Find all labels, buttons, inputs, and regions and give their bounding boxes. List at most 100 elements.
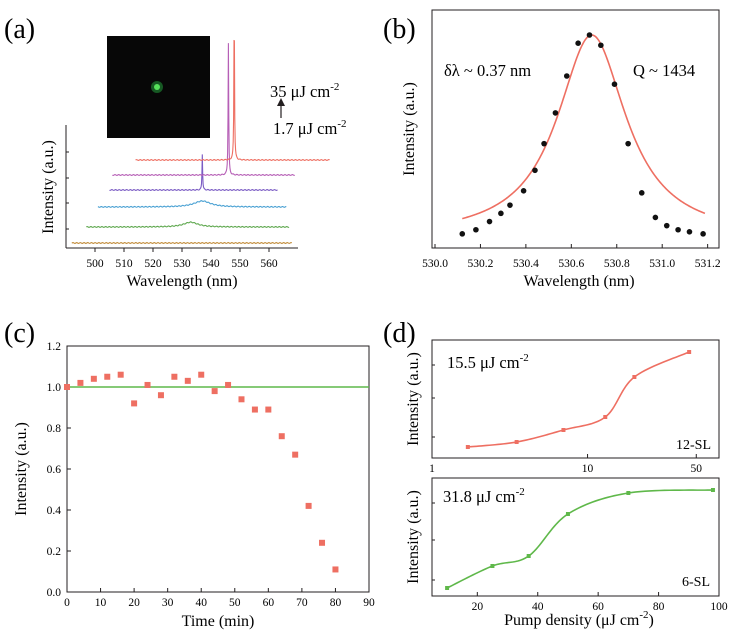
spectrum-line-6 <box>135 39 330 161</box>
data-point <box>305 502 312 509</box>
panel-a-ylabel: Intensity (a.u.) <box>40 140 57 234</box>
data-point <box>598 42 604 49</box>
lorentzian-fit-curve <box>462 34 706 220</box>
spectrum-line-5 <box>112 43 295 176</box>
panel-c: (c) 0 10 20 30 40 50 60 70 80 90 0.0 0.2 0.4 0.6 0.8 1… <box>4 318 375 630</box>
y-tick-label: 1.2 <box>47 341 62 353</box>
data-point <box>278 433 285 440</box>
data-point <box>292 451 299 458</box>
bottom-fit-curve <box>446 489 713 589</box>
panel-a-xlabel: Wavelength (nm) <box>126 273 237 290</box>
data-point <box>563 73 570 79</box>
top-threshold-label: 15.5 μJ cm-2 <box>447 352 529 372</box>
linewidth-label: δλ ~ 0.37 nm <box>444 61 531 80</box>
panel-d-bottom-frame <box>431 477 720 597</box>
data-point <box>445 586 450 590</box>
x-tick-label: 530.8 <box>604 258 630 270</box>
panel-a-series <box>71 39 330 244</box>
data-point <box>144 381 151 388</box>
panel-c-y-ticks: 0.0 0.2 0.4 0.6 0.8 1.0 1.2 <box>47 341 71 599</box>
x-tick-label: 40 <box>195 597 207 609</box>
data-point <box>575 40 581 46</box>
x-tick-label: 70 <box>296 597 308 609</box>
x-tick-label: 520 <box>144 258 162 270</box>
x-tick-label: 540 <box>202 258 220 270</box>
x-tick-label: 0 <box>64 597 70 609</box>
data-point <box>710 488 715 492</box>
y-tick-label: 0.4 <box>47 505 62 517</box>
x-tick-label: 560 <box>260 258 278 270</box>
data-point <box>225 381 232 388</box>
data-point <box>473 226 479 233</box>
data-point <box>625 140 631 147</box>
panel-c-points <box>64 371 339 573</box>
panel-c-label: (c) <box>4 318 35 349</box>
x-tick-label: 60 <box>592 601 604 613</box>
data-point <box>490 564 495 568</box>
panel-d-bottom-y-ticks <box>432 502 435 581</box>
panel-b-frame <box>431 9 720 249</box>
x-tick-label: 80 <box>330 597 342 609</box>
pump-max-label: 35 μJ cm-2 <box>270 81 339 101</box>
panel-b-x-ticks: 530.0 530.2 530.4 530.6 530.8 531.0 531.2 <box>422 244 721 270</box>
panel-d-bottom-x-ticks: 20 40 60 80 100 <box>472 592 728 613</box>
data-point <box>465 445 470 449</box>
x-tick-label: 100 <box>710 601 728 613</box>
x-tick-label: 90 <box>363 597 375 609</box>
y-tick-label: 0.0 <box>47 587 62 599</box>
x-tick-label: 20 <box>472 601 484 613</box>
bottom-threshold-label: 31.8 μJ cm-2 <box>443 486 525 506</box>
data-point <box>663 222 670 229</box>
data-point <box>211 388 218 395</box>
y-tick-label: 1.0 <box>47 382 62 394</box>
x-tick-label: 531.0 <box>649 258 675 270</box>
spectrum-line-4 <box>109 154 278 191</box>
data-point <box>184 377 191 384</box>
top-sample-label: 12-SL <box>676 438 711 453</box>
panel-b-xlabel: Wavelength (nm) <box>523 273 634 290</box>
q-factor-label: Q ~ 1434 <box>633 61 695 80</box>
data-point <box>251 406 258 413</box>
panel-a-x-ticks: 500 510 520 530 540 550 560 <box>86 248 278 270</box>
data-point <box>514 440 519 444</box>
data-point <box>532 167 538 174</box>
data-point <box>77 379 84 386</box>
panel-d-top-x-ticks: 1 10 50 <box>429 454 702 475</box>
data-point <box>687 350 692 354</box>
panel-c-frame <box>66 345 370 593</box>
y-tick-label: 0.6 <box>47 464 62 476</box>
panel-d-xlabel: Pump density (μJ cm-2) <box>504 609 654 629</box>
data-point <box>198 371 205 378</box>
y-tick-label: 0.2 <box>47 546 62 558</box>
data-point <box>90 375 97 382</box>
panel-d-label: (d) <box>383 318 416 349</box>
data-point <box>675 226 681 233</box>
x-tick-label: 530.2 <box>468 258 494 270</box>
data-point <box>565 512 570 516</box>
x-tick-label: 60 <box>263 597 275 609</box>
data-point <box>632 375 637 379</box>
data-point <box>700 231 706 237</box>
data-point <box>552 110 559 116</box>
data-point <box>265 406 272 413</box>
panel-d-bottom-ylabel: Intensity (a.u.) <box>405 490 422 584</box>
top-fit-curve <box>467 351 690 448</box>
x-tick-label: 1 <box>429 463 435 475</box>
inset-green-spot <box>154 84 160 90</box>
panel-a-y-ticks <box>66 151 69 230</box>
x-tick-label: 40 <box>532 601 544 613</box>
panel-d-top-ylabel: Intensity (a.u.) <box>405 352 422 446</box>
data-point <box>541 140 547 147</box>
panel-d-top-y-ticks <box>432 364 435 438</box>
x-tick-label: 530.4 <box>513 258 539 270</box>
x-tick-label: 530 <box>173 258 191 270</box>
data-point <box>611 81 618 87</box>
x-tick-label: 30 <box>162 597 174 609</box>
data-point <box>586 32 593 38</box>
panel-c-ylabel: Intensity (a.u.) <box>13 422 30 516</box>
data-point <box>64 384 70 390</box>
data-point <box>526 554 531 558</box>
panel-d: (d) 1 10 50 15.5 μJ cm-2 12-SL Intensity (… <box>383 318 728 629</box>
panel-c-xlabel: Time (min) <box>182 613 255 630</box>
